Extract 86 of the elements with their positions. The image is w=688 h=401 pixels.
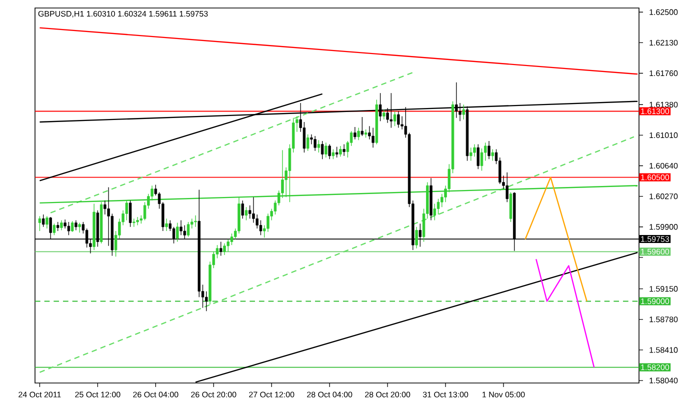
candlestick [128,200,132,228]
candlestick [320,140,324,160]
candlestick [230,233,234,246]
candlestick [74,220,78,231]
candlestick [194,214,197,228]
candlestick [241,200,244,219]
ref-line-label: 1.58200 [641,364,670,370]
candlestick [226,238,230,252]
candlestick [372,127,374,148]
candlestick [473,144,476,158]
candlestick [56,222,60,232]
x-tick-label: 25 Oct 12:00 [75,392,120,398]
x-tick-label: 27 Oct 12:00 [249,392,294,398]
ref-line-label: 1.59600 [641,248,670,255]
candlestick [335,146,338,158]
candlestick [60,220,63,231]
candlestick [310,134,313,145]
y-tick-label: 1.59150 [650,286,678,292]
x-tick-label: 1 Nov 05:00 [482,392,525,398]
candlestick [205,290,208,312]
candlestick [480,148,484,172]
candlestick [470,147,472,162]
candlestick [491,148,494,162]
candlestick [67,222,70,236]
candlestick [324,142,328,158]
candlestick [314,136,316,152]
candlestick [354,126,356,140]
candlestick [506,172,508,202]
y-tick-label: 1.60270 [650,194,678,200]
candlestick [38,216,42,232]
candlestick [70,220,74,232]
ref-line-label: 1.60500 [641,174,670,180]
candlestick [382,109,386,120]
y-tick-label: 1.58780 [650,316,678,322]
candlestick [136,216,139,226]
candlestick [328,144,331,160]
candlestick [266,213,270,232]
candlestick [186,222,190,238]
candlestick [433,203,436,221]
candlestick [64,219,66,229]
candlestick [223,243,226,256]
candlestick [342,144,346,156]
candlestick [436,198,440,215]
ref-line-label: 1.59000 [641,298,670,304]
y-tick-label: 1.61010 [650,132,678,138]
y-tick-label: 1.59900 [650,224,678,230]
x-tick-label: 26 Oct 20:00 [191,392,236,398]
candlestick [180,220,182,236]
candlestick [462,104,465,120]
ref-line-label: 1.59753 [641,236,670,242]
candlestick [259,220,262,236]
candlestick [132,218,136,228]
y-tick-label: 1.62500 [650,9,678,15]
candlestick [332,148,335,160]
candlestick [357,127,360,140]
candlestick [488,140,490,160]
candlestick [393,110,396,126]
candlestick [165,218,168,232]
candlestick [244,206,248,221]
candlestick [317,140,320,153]
y-tick-label: 1.61760 [650,70,678,76]
candlestick [176,222,179,242]
ref-line-label: 1.61300 [641,108,670,114]
x-tick-label: 28 Oct 04:00 [307,392,352,398]
candlestick [252,196,255,224]
x-tick-label: 28 Oct 20:00 [365,392,410,398]
candlestick [476,144,480,170]
chart-title: GBPUSD,H1 1.60310 1.60324 1.59611 1.59753 [38,10,208,18]
candlestick [220,241,222,256]
candlestick [306,134,310,152]
candlestick [339,146,342,158]
line-series [536,258,595,368]
candlestick [360,116,364,136]
x-tick-label: 31 Oct 13:00 [422,392,468,398]
y-tick-label: 1.58040 [650,378,678,384]
y-tick-label: 1.58410 [650,347,678,353]
y-tick-label: 1.60640 [650,162,678,169]
candlestick [415,226,418,249]
y-tick-label: 1.62130 [650,40,678,46]
x-tick-label: 26 Oct 04:00 [133,392,178,398]
x-tick-label: 24 Oct 2011 [18,392,61,398]
y-tick-label: 1.61380 [650,102,678,108]
candlestick [46,216,48,229]
candlestick [52,223,56,236]
candlestick [42,214,45,228]
candlestick [78,222,81,234]
